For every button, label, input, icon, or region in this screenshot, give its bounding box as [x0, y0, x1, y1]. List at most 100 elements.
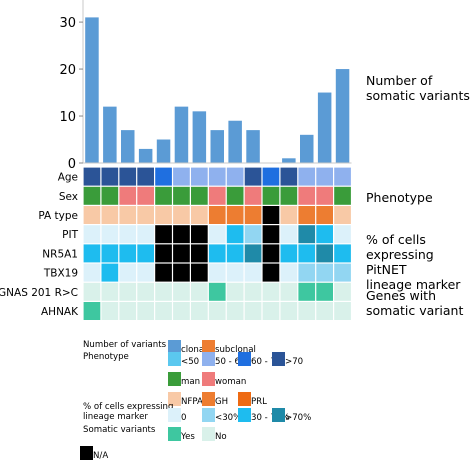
heatmap-cell — [334, 167, 351, 186]
heatmap-cell — [173, 263, 190, 282]
heatmap-cell — [334, 244, 351, 263]
heatmap-cell — [208, 244, 226, 263]
heatmap-cell — [244, 282, 262, 301]
legend-swatch-a60_70 — [238, 352, 251, 366]
row-label: Age — [58, 172, 78, 184]
heatmap-cell — [191, 282, 208, 301]
heatmap-cell — [298, 244, 316, 263]
bar — [317, 92, 332, 163]
heatmap-cell — [208, 263, 226, 282]
bar — [282, 158, 296, 163]
legend-label-lt50: <50 — [181, 357, 200, 367]
heatmap-cell — [137, 206, 154, 224]
heatmap-cell — [226, 302, 244, 320]
row-label: TBX19 — [43, 268, 78, 280]
legend-label-p30_70: 30 - 70% — [251, 413, 290, 423]
bar — [121, 130, 135, 163]
bar — [85, 17, 99, 164]
heatmap-cell — [226, 186, 244, 205]
heatmap-cell — [226, 206, 244, 224]
heatmap — [83, 167, 351, 320]
legend-group-title: Phenotype — [83, 352, 129, 362]
heatmap-cell — [137, 186, 154, 205]
bar — [156, 139, 171, 163]
heatmap-cell — [119, 186, 137, 205]
legend-label-prl: PRL — [251, 397, 267, 407]
bar — [192, 111, 207, 163]
heatmap-cell — [173, 206, 190, 224]
heatmap-cell — [83, 167, 101, 186]
heatmap-cell — [334, 225, 351, 244]
heatmap-cell — [298, 206, 316, 224]
legend-swatch-na — [80, 446, 93, 460]
legend-label-subclonal: subclonal — [215, 345, 256, 355]
legend-label-no: No — [215, 432, 227, 442]
heatmap-cell — [208, 206, 226, 224]
heatmap-cell — [316, 263, 333, 282]
heatmap-cell — [316, 244, 333, 263]
row-label: PA type — [38, 210, 78, 222]
heatmap-cell — [280, 167, 298, 186]
legend-swatch-nfpa — [168, 392, 181, 406]
heatmap-cell — [101, 167, 119, 186]
legend-swatch-gt70 — [272, 352, 285, 366]
legend-label-woman: woman — [215, 377, 247, 387]
heatmap-cell — [280, 225, 298, 244]
heatmap-cell — [191, 225, 208, 244]
heatmap-cell — [262, 225, 280, 244]
legend-swatch-lt50 — [168, 352, 181, 366]
heatmap-cell — [244, 186, 262, 205]
legend-swatch-prl — [238, 392, 251, 406]
heatmap-cell — [298, 167, 316, 186]
heatmap-cell — [173, 167, 190, 186]
row-label: AHNAK — [41, 306, 79, 318]
legend-group-title: Number of variants — [83, 340, 167, 350]
heatmap-cell — [155, 244, 172, 263]
heatmap-cell — [119, 282, 137, 301]
legend-label-pgt70: >70% — [285, 413, 312, 423]
bar — [246, 130, 260, 163]
heatmap-cell — [226, 263, 244, 282]
heatmap-cell — [119, 263, 137, 282]
heatmap-cell — [280, 282, 298, 301]
heatmap-cell — [101, 244, 119, 263]
heatmap-cell — [137, 263, 154, 282]
y-tick-label: 30 — [59, 16, 76, 31]
legend-label-p0: 0 — [181, 413, 187, 423]
row-label: Sex — [59, 191, 78, 203]
legend-group-title: % of cells expressing lineage marker — [83, 402, 174, 422]
heatmap-cell — [155, 206, 172, 224]
heatmap-cell — [155, 302, 172, 320]
heatmap-cell — [155, 167, 172, 186]
heatmap-cell — [119, 244, 137, 263]
heatmap-cell — [173, 244, 190, 263]
y-tick-label: 10 — [59, 110, 76, 125]
heatmap-cell — [191, 206, 208, 224]
bar — [103, 106, 117, 163]
legend-swatch-no — [202, 427, 215, 441]
heatmap-cell — [334, 282, 351, 301]
legend-label-plt30: <30% — [215, 413, 242, 423]
legend-label-man: man — [181, 377, 201, 387]
legend-swatch-pgt70 — [272, 408, 285, 422]
row-label: PIT — [62, 229, 78, 241]
legend-label-gt70: >70 — [285, 357, 304, 367]
heatmap-cell — [262, 282, 280, 301]
heatmap-cell — [316, 225, 333, 244]
heatmap-cell — [101, 206, 119, 224]
heatmap-cell — [262, 186, 280, 205]
bar — [210, 130, 224, 163]
heatmap-cell — [83, 263, 101, 282]
heatmap-cell — [298, 282, 316, 301]
heatmap-cell — [208, 186, 226, 205]
heatmap-cell — [191, 244, 208, 263]
heatmap-cell — [137, 302, 154, 320]
heatmap-cell — [334, 206, 351, 224]
heatmap-cell — [298, 263, 316, 282]
heatmap-cell — [101, 186, 119, 205]
heatmap-cell — [316, 282, 333, 301]
heatmap-cell — [280, 263, 298, 282]
bar-chart — [85, 17, 350, 164]
heatmap-cell — [155, 186, 172, 205]
y-tick-label: 20 — [59, 63, 76, 78]
